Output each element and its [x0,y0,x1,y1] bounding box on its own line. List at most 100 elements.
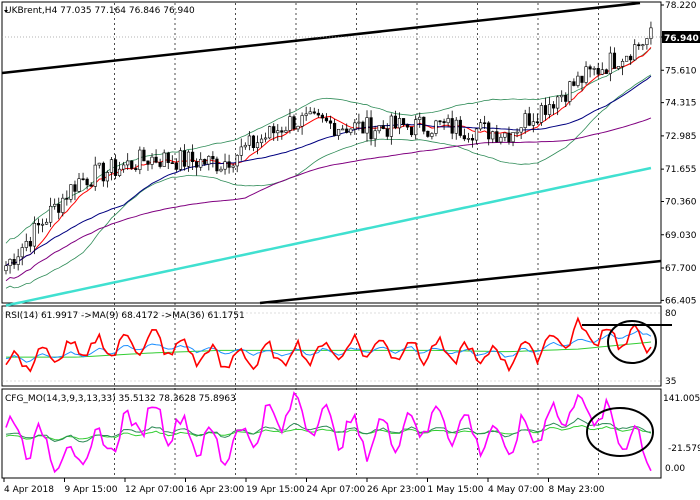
rsi-panel[interactable] [1,305,662,387]
candle-body [32,222,36,247]
candle-body [292,116,296,130]
candle-body [381,125,385,129]
candle-body [243,144,247,148]
candle-body [142,149,146,162]
chart-ohlc: 77.035 77.164 76.846 76.940 [60,6,195,16]
candle-body [85,178,89,186]
candle-body [105,172,110,182]
candle-body [255,142,260,148]
candle-body [434,120,438,134]
candle-body [36,222,41,226]
candle-body [61,197,65,213]
time-axis-label: 26 Apr 23:00 [367,485,426,495]
ma-turquoise-line [5,166,652,307]
candle-body [466,138,471,140]
candle-body [349,128,353,133]
candle-body [122,164,126,170]
candle-body [454,119,458,134]
candle-body [487,122,491,140]
rsi-lines [5,316,652,373]
candle-body [174,162,178,170]
candle-body [345,128,349,133]
candle-body [560,94,564,98]
current-price-value: 76.940 [664,34,699,44]
candle-body [126,160,130,166]
candle-body [276,130,280,134]
candle-body [259,138,264,144]
candle-body [393,115,398,129]
ma-red-line [5,47,652,267]
candle-body [410,126,414,136]
candle-body [158,161,162,167]
cfg-level-low: 0.00 [665,464,685,474]
candle-body [65,197,69,200]
candle-body [337,128,341,136]
candle-body [470,138,475,141]
candle-body [215,158,219,172]
price-panel[interactable] [1,1,662,304]
price-axis-label: 70.360 [665,198,697,208]
vertical-grid [114,3,599,478]
candle-body [535,121,539,124]
cfg-panel[interactable] [1,388,662,479]
candle-body [219,168,223,172]
candle-body [73,184,77,192]
price-axis-label: 74.315 [665,99,697,109]
candle-body [600,69,604,75]
candle-body [40,223,45,226]
candle-body [385,128,389,137]
candle-body [320,114,324,119]
candle-body [641,44,645,47]
candle-body [203,158,207,165]
candle-body [146,160,150,165]
candle-body [572,81,576,86]
candle-body [130,160,134,169]
channel-lower-line [259,259,662,305]
candle-body [442,121,446,124]
candle-body [207,156,211,165]
candle-body [4,265,8,272]
candle-body [178,150,183,170]
time-axis-label: 4 Apr 2018 [4,485,54,495]
candle-body [430,133,434,137]
candle-body [507,132,511,143]
candle-body [649,27,653,39]
candle-body [134,168,138,170]
candle-body [288,116,292,131]
cfg-annotation-ellipse [586,407,654,457]
candle-body [182,150,187,167]
candle-body [438,120,442,123]
bollinger-lower [5,74,652,289]
price-axis-label: 66.405 [665,296,697,306]
candle-body [97,162,101,166]
candle-body [308,111,312,115]
candle-body [491,131,495,140]
ma-purple-line [5,117,652,282]
candle-body [20,247,24,258]
candle-body [150,156,154,165]
price-axis-label: 67.700 [665,264,697,274]
candle-body [28,240,32,247]
candle-body [446,118,450,124]
candle-body [612,52,617,69]
candle-body [296,125,300,130]
candle-body [81,178,85,181]
candle-body [474,128,479,141]
candle-body [584,66,588,83]
candle-body [235,155,239,167]
price-axis-label: 75.610 [665,66,697,76]
rsi-line [5,316,652,373]
candle-body [365,117,369,134]
candle-body [16,256,20,265]
candle-body [357,121,361,124]
moving-averages [5,47,652,307]
candle-body [414,119,418,136]
cfg-line [5,391,652,474]
time-axis-label: 16 Apr 23:00 [186,485,245,495]
time-axis-label: 19 Apr 15:00 [246,485,305,495]
time-axis-label: 24 Apr 07:00 [307,485,366,495]
candle-body [515,131,519,134]
candle-body [227,161,231,168]
candle-body [483,122,487,125]
